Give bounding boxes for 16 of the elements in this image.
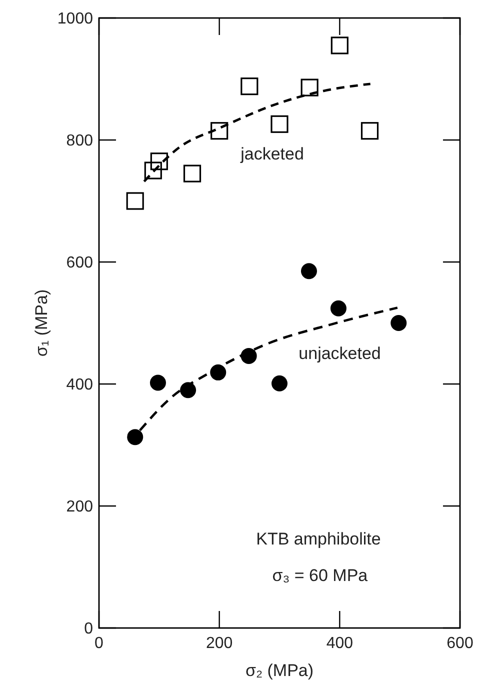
x-tick-label: 600 xyxy=(446,635,474,652)
x-tick-label: 0 xyxy=(94,635,104,652)
y-tick-label: 600 xyxy=(66,254,94,272)
x-tick-label: 200 xyxy=(206,635,233,652)
y-tick-label: 400 xyxy=(66,376,94,394)
x-tick-label: 400 xyxy=(326,635,354,652)
annotation: σ₃ = 60 MPa xyxy=(272,566,368,585)
annotation: KTB amphibolite xyxy=(256,529,381,548)
y-tick-label: 800 xyxy=(66,132,94,150)
y-tick-label: 1000 xyxy=(57,10,94,28)
annotation: jacketed xyxy=(240,144,304,164)
x-axis-title: σ₂ (MPa) xyxy=(245,661,314,680)
y-tick-label: 200 xyxy=(66,498,94,516)
annotation: unjacketed xyxy=(298,344,381,363)
y-tick-label: 0 xyxy=(84,620,94,638)
y-axis-title: σ₁ (MPa) xyxy=(32,289,51,357)
